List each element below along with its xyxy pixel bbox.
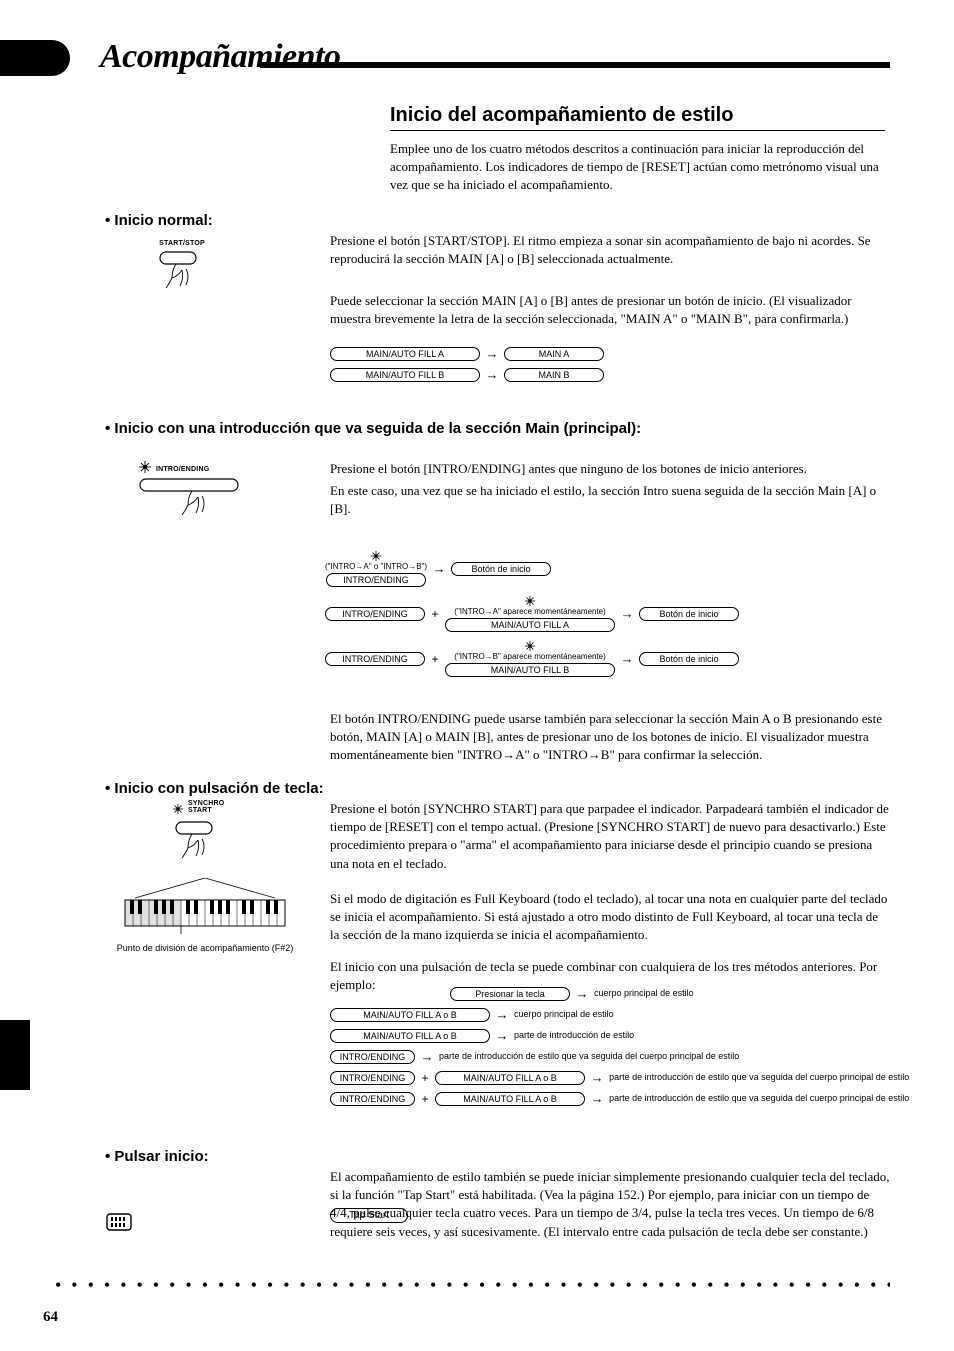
plus-icon: + <box>432 652 439 666</box>
sparkle-icon <box>138 460 152 474</box>
section-heading: Inicio del acompañamiento de estilo <box>390 104 733 127</box>
arrow-icon: → <box>591 1091 604 1106</box>
arrow-icon: → <box>421 1049 434 1064</box>
flow-top-b: ("INTRO→B" aparece momentáneamente) <box>445 652 615 661</box>
plus-icon: + <box>422 1092 429 1106</box>
tap-start-icon-illustration <box>105 1208 175 1243</box>
arrow-icon: → <box>486 346 499 361</box>
sub1-heading: • Inicio normal: <box>105 212 213 229</box>
synchro-start-button-illustration: SYNCHRO START <box>172 800 232 868</box>
sub2-text2: En este caso, una vez que se ha iniciado… <box>330 482 890 518</box>
sub2-footnote: El botón INTRO/ENDING puede usarse tambi… <box>330 710 890 765</box>
arrow-icon: → <box>591 1070 604 1085</box>
sparkle-icon <box>524 640 536 652</box>
page-number: 64 <box>43 1309 58 1326</box>
intro-ending-button-illustration: INTRO/ENDING <box>138 458 248 526</box>
synchro-label: SYNCHRO START <box>188 800 224 814</box>
pill-main-ab: MAIN/AUTO FILL A o B <box>331 1030 489 1043</box>
side-tab <box>0 1020 30 1090</box>
pill-lcd-a: MAIN A <box>505 348 603 361</box>
pill-press-key: Presionar la tecla <box>451 988 569 1001</box>
flow-result: parte de introducción de estilo que va s… <box>609 1093 909 1103</box>
tap-start-pill: Tap Start <box>330 1210 408 1221</box>
keyboard-split-illustration: Punto de división de acompañamiento (F#2… <box>105 878 305 953</box>
start-stop-label: START/STOP <box>152 240 212 247</box>
flow-result: parte de introducción de estilo <box>514 1030 634 1040</box>
page-corner-tab <box>0 40 70 76</box>
sub1-text: Presione el botón [START/STOP]. El ritmo… <box>330 232 890 268</box>
arrow-icon: → <box>576 986 589 1001</box>
arrow-icon: → <box>496 1028 509 1043</box>
sub4-text: El acompañamiento de estilo también se p… <box>330 1168 890 1241</box>
arrow-icon: → <box>433 561 446 576</box>
sub3-note-text: Si el modo de digitación es Full Keyboar… <box>330 890 890 945</box>
pill-main-b: MAIN/AUTO FILL B <box>331 369 479 382</box>
sub2-flow: ("INTRO→A" o "INTRO→B") INTRO/ENDING → B… <box>325 550 739 683</box>
pill-start: Botón de inicio <box>640 608 738 621</box>
sub1-note: Puede seleccionar la sección MAIN [A] o … <box>330 292 890 328</box>
pill-start: Botón de inicio <box>452 563 550 576</box>
pill-intro-ending: INTRO/ENDING <box>331 1051 414 1064</box>
split-point-label: Punto de división de acompañamiento <box>117 943 270 953</box>
split-note: F#2 <box>275 943 291 953</box>
pill-intro-ending: INTRO/ENDING <box>326 653 424 666</box>
sparkle-icon <box>172 803 184 815</box>
intro-ending-label: INTRO/ENDING <box>156 466 209 473</box>
pill-lcd-b: MAIN B <box>505 369 603 382</box>
sub3-heading: • Inicio con pulsación de tecla: <box>105 780 324 797</box>
flow-result: parte de introducción de estilo que va s… <box>439 1051 739 1061</box>
pill-main-ab: MAIN/AUTO FILL A o B <box>331 1009 489 1022</box>
flow-result: cuerpo principal de estilo <box>514 1009 614 1019</box>
start-stop-button-illustration: START/STOP <box>152 240 212 297</box>
arrow-icon: → <box>496 1007 509 1022</box>
header-rule <box>260 62 890 68</box>
sparkle-icon <box>524 595 536 607</box>
tap-start-label: Tap Start <box>330 1208 408 1223</box>
arrow-icon: → <box>486 367 499 382</box>
sub1-flow: MAIN/AUTO FILL A → MAIN A MAIN/AUTO FILL… <box>330 346 604 388</box>
pill-main-a: MAIN/AUTO FILL A <box>331 348 479 361</box>
flow-top-text: ("INTRO→A" o "INTRO→B") <box>325 562 427 571</box>
sparkle-icon <box>370 550 382 562</box>
pill-main-b: MAIN/AUTO FILL B <box>446 664 614 677</box>
plus-icon: + <box>422 1071 429 1085</box>
flow-result: parte de introducción de estilo que va s… <box>609 1072 909 1082</box>
arrow-icon: → <box>621 651 634 666</box>
sub4-heading: • Pulsar inicio: <box>105 1148 209 1165</box>
flow-top-a: ("INTRO→A" aparece momentáneamente) <box>445 607 615 616</box>
footer-dots: ••••••••••••••••••••••••••••••••••••••••… <box>55 1275 890 1296</box>
pill-intro-ending: INTRO/ENDING <box>327 574 425 587</box>
arrow-icon: → <box>621 606 634 621</box>
flow-result: cuerpo principal de estilo <box>594 988 694 998</box>
sub3-text: Presione el botón [SYNCHRO START] para q… <box>330 800 890 873</box>
sub2-text1: Presione el botón [INTRO/ENDING] antes q… <box>330 460 890 478</box>
section-intro-text: Emplee uno de los cuatro métodos descrit… <box>390 140 885 195</box>
pill-start: Botón de inicio <box>640 653 738 666</box>
pill-main-ab: MAIN/AUTO FILL A o B <box>436 1072 584 1085</box>
sub3-flow: Presionar la tecla → cuerpo principal de… <box>330 986 909 1112</box>
pill-main-a: MAIN/AUTO FILL A <box>446 619 614 632</box>
pill-intro-ending: INTRO/ENDING <box>331 1093 414 1106</box>
pill-main-ab: MAIN/AUTO FILL A o B <box>436 1093 584 1106</box>
page-title: Acompañamiento <box>100 38 340 76</box>
pill-intro-ending: INTRO/ENDING <box>326 608 424 621</box>
section-underline <box>390 130 885 131</box>
sub2-heading: • Inicio con una introducción que va seg… <box>105 420 885 437</box>
plus-icon: + <box>432 607 439 621</box>
pill-intro-ending: INTRO/ENDING <box>331 1072 414 1085</box>
